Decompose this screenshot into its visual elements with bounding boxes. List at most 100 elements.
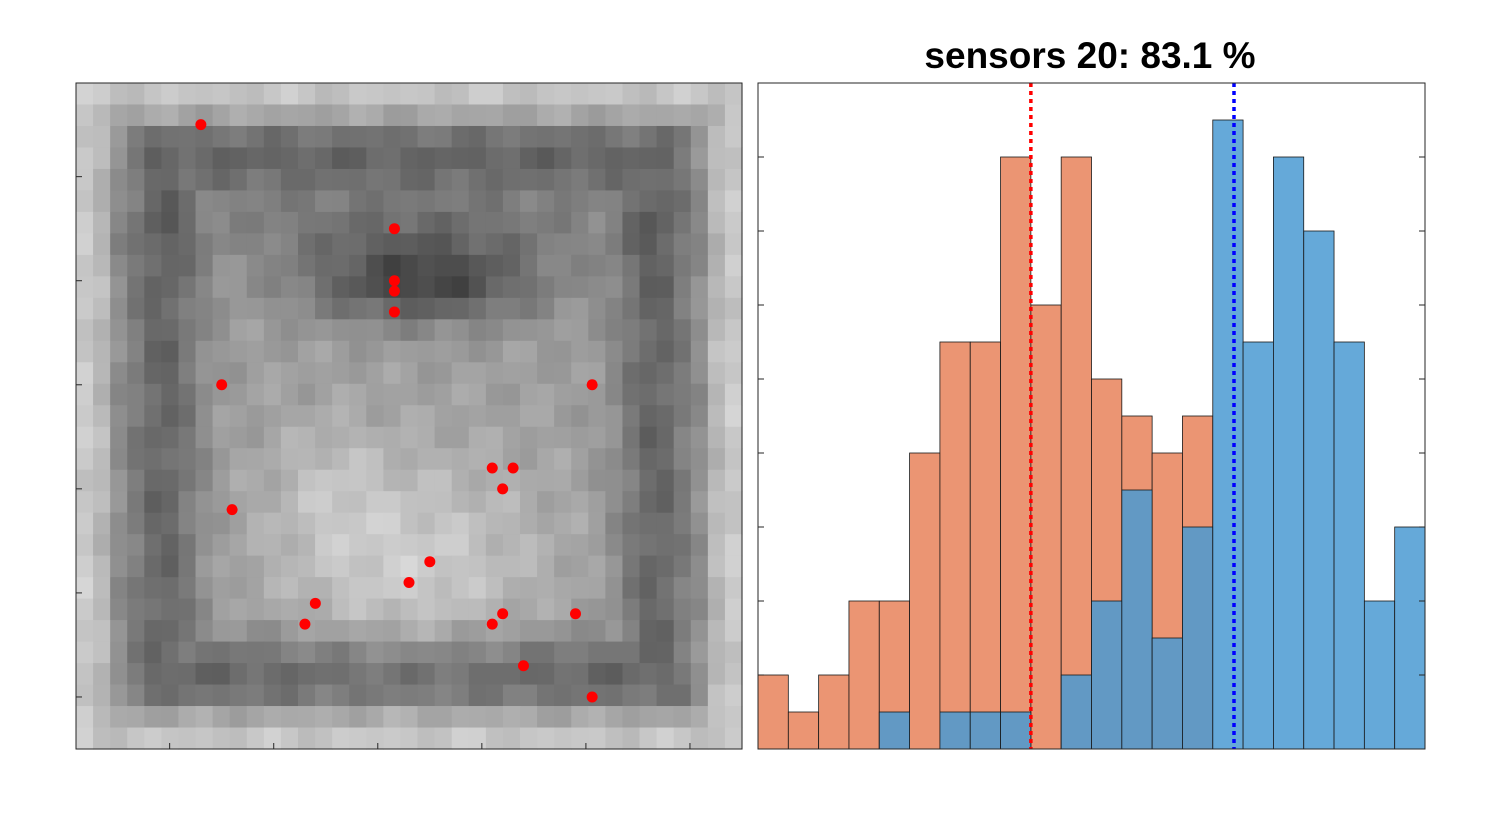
- heatmap-cell: [520, 620, 538, 643]
- heatmap-cell: [622, 555, 641, 578]
- heatmap-cell: [622, 83, 641, 106]
- heatmap-cell: [349, 663, 367, 686]
- heatmap-cell: [229, 577, 248, 600]
- heatmap-cell: [417, 276, 436, 299]
- heatmap-cell: [315, 319, 333, 342]
- heatmap-cell: [554, 362, 572, 385]
- heatmap-cell: [229, 448, 248, 471]
- heatmap-cell: [263, 125, 282, 149]
- heatmap-cell: [178, 190, 197, 213]
- heatmap-cell: [144, 684, 162, 707]
- heatmap-cell: [724, 706, 743, 729]
- heatmap-cell: [417, 211, 436, 234]
- heatmap-cell: [246, 727, 265, 750]
- heatmap-cell: [537, 512, 555, 535]
- heatmap-cell: [707, 190, 726, 213]
- heatmap-cell: [93, 469, 111, 492]
- heatmap-cell: [468, 83, 487, 106]
- heatmap-cell: [178, 512, 197, 535]
- heatmap-cell: [332, 598, 350, 621]
- heatmap-cell: [707, 147, 726, 170]
- heatmap-cell: [520, 727, 538, 750]
- heatmap-cell: [485, 276, 504, 299]
- heatmap-cell: [554, 426, 572, 449]
- heatmap-cell: [263, 448, 282, 471]
- heatmap-cell: [110, 405, 128, 428]
- heatmap-cell: [127, 534, 145, 557]
- heatmap-cell: [246, 426, 265, 449]
- heatmap-cell: [76, 706, 94, 729]
- heatmap-cell: [639, 706, 658, 729]
- heatmap-cell: [127, 706, 145, 729]
- heatmap-cell: [622, 211, 641, 234]
- heatmap-cell: [588, 727, 606, 750]
- heatmap-cell: [520, 340, 538, 363]
- heatmap-cell: [639, 319, 658, 342]
- heatmap-cell: [690, 233, 709, 256]
- heatmap-cell: [434, 104, 453, 127]
- heatmap-cell: [76, 340, 94, 363]
- heatmap-cell: [434, 405, 453, 428]
- heatmap-cell: [298, 491, 316, 514]
- heatmap-cell: [656, 233, 675, 256]
- heatmap-cell: [332, 190, 350, 213]
- heatmap-cell: [605, 426, 624, 449]
- heatmap-cell: [690, 598, 709, 621]
- heatmap-cell: [417, 83, 436, 106]
- heatmap-cell: [229, 147, 248, 170]
- heatmap-cell: [468, 620, 487, 643]
- heatmap-cell: [349, 233, 367, 256]
- heatmap-cell: [110, 577, 128, 600]
- heatmap-cell: [332, 276, 350, 299]
- heatmap-cell: [127, 426, 145, 449]
- heatmap-cell: [280, 426, 299, 449]
- heatmap-cell: [571, 233, 589, 256]
- heatmap-cell: [417, 641, 436, 664]
- histogram-bar-series-2: [1091, 600, 1123, 750]
- heatmap-cell: [298, 383, 316, 406]
- heatmap-cell: [144, 727, 162, 750]
- heatmap-cell: [315, 254, 333, 277]
- heatmap-cell: [178, 491, 197, 514]
- heatmap-cell: [144, 663, 162, 686]
- heatmap-cell: [502, 534, 521, 557]
- heatmap-cell: [417, 534, 436, 557]
- heatmap-cell: [246, 319, 265, 342]
- heatmap-cell: [690, 147, 709, 170]
- heatmap-cell: [520, 276, 538, 299]
- heatmap-cell: [246, 233, 265, 256]
- heatmap-cell: [656, 276, 675, 299]
- heatmap-cell: [76, 641, 94, 664]
- heatmap-cell: [724, 362, 743, 385]
- heatmap-cell: [332, 727, 350, 750]
- heatmap-cell: [93, 83, 111, 106]
- heatmap-cell: [622, 534, 641, 557]
- heatmap-cell: [673, 362, 692, 385]
- heatmap-cell: [76, 276, 94, 299]
- heatmap-cell: [280, 706, 299, 729]
- heatmap-cell: [690, 383, 709, 406]
- heatmap-cell: [366, 104, 384, 127]
- heatmap-cell: [537, 620, 555, 643]
- heatmap-cell: [178, 211, 197, 234]
- heatmap-cell: [451, 706, 470, 729]
- heatmap-cell: [434, 491, 453, 514]
- heatmap-cell: [605, 190, 624, 213]
- heatmap-cell: [537, 663, 555, 686]
- heatmap-cell: [127, 190, 145, 213]
- heatmap-cell: [349, 577, 367, 600]
- heatmap-cell: [280, 125, 299, 149]
- heatmap-cell: [383, 426, 402, 449]
- heatmap-cell: [417, 362, 436, 385]
- heatmap-cell: [707, 620, 726, 643]
- heatmap-cell: [280, 383, 299, 406]
- heatmap-cell: [554, 512, 572, 535]
- heatmap-cell: [537, 469, 555, 492]
- heatmap-cell: [417, 727, 436, 750]
- heatmap-cell: [622, 448, 641, 471]
- heatmap-cell: [229, 534, 248, 557]
- heatmap-cell: [127, 684, 145, 707]
- heatmap-cell: [110, 491, 128, 514]
- heatmap-cell: [554, 254, 572, 277]
- heatmap-cell: [161, 426, 180, 449]
